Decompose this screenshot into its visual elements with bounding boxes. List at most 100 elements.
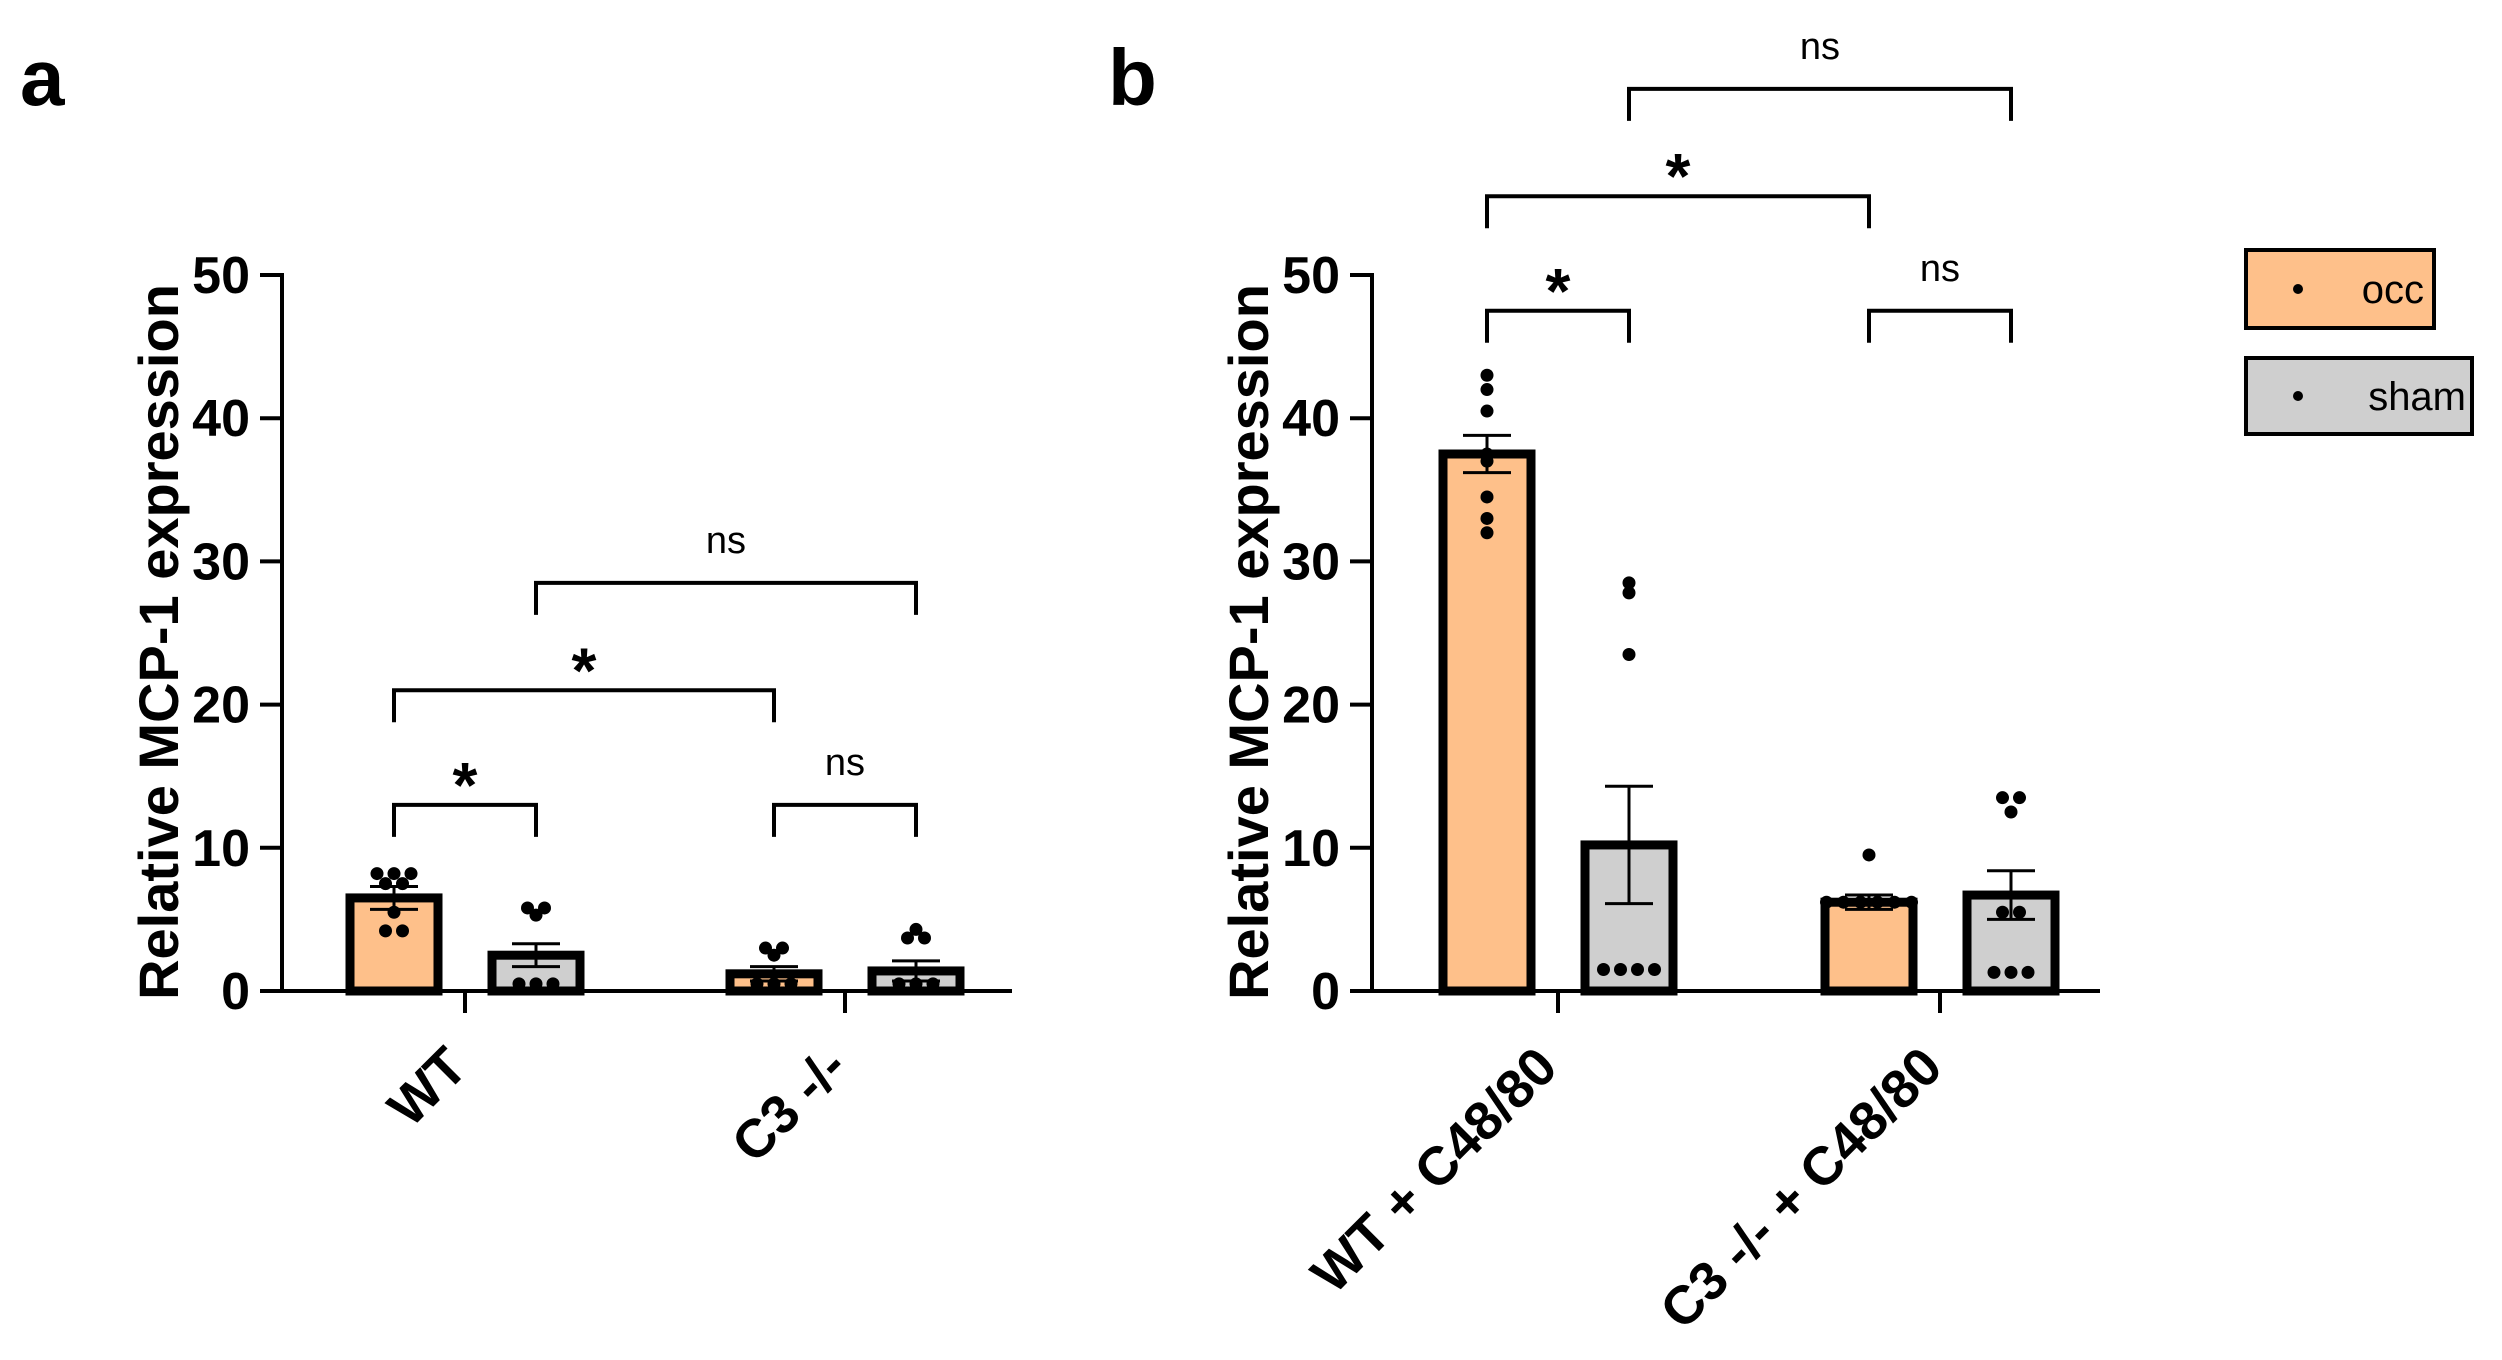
panel-b-point-occ-1-6 [1905, 895, 1918, 909]
panel-a-significance-label-2: ns [706, 520, 746, 562]
panel-b-bar-occ-0 [1438, 449, 1536, 996]
legend-swatch-sham [2244, 356, 2474, 436]
panel-a-y-tick-label-10: 10 [192, 820, 250, 878]
panel-a-point-sham-1-1 [901, 931, 914, 945]
panel-b-point-occ-1-5 [1888, 895, 1901, 909]
legend-item-occ: occ [2244, 248, 2436, 330]
panel-b-y-tick-label-30: 30 [1282, 533, 1340, 591]
panel-a-point-sham-1-3 [892, 977, 906, 991]
panel-b-point-occ-0-0 [1480, 368, 1494, 382]
panel-a-y-tick-label-40: 40 [192, 390, 250, 448]
panel-a-point-occ-0-3 [379, 877, 392, 891]
panel-b-point-occ-0-5 [1480, 490, 1494, 504]
legend-marker-sham [2293, 391, 2303, 401]
panel-a-significance-bracket-1 [392, 688, 776, 723]
panel-b-point-sham-1-3 [1996, 905, 2009, 919]
panel-b-significance-label-0: * [1546, 255, 1571, 327]
panel-b-point-sham-1-4 [2013, 905, 2026, 919]
panel-a-y-tick-label-30: 30 [192, 533, 250, 591]
panel-b-point-occ-1-3 [1854, 895, 1867, 909]
panel-b-point-sham-0-5 [1631, 963, 1644, 977]
panel-b-plot: 0 10 20 30 40 50 WT + C48/80 C3 -/- + C48/80 * * n… [1282, 26, 2100, 1341]
panel-a-significance-bracket-2 [534, 580, 918, 615]
panel-a-y-tick-label-50: 50 [192, 247, 250, 305]
panel-b-y-axis-title: Relative MCP-1 expression [1217, 284, 1280, 1000]
panel-b-point-occ-0-2 [1480, 404, 1494, 418]
legend-item-sham: sham [2244, 356, 2474, 436]
panel-a-significance-bracket-0 [392, 802, 538, 837]
panel-a-significance-bracket-3 [772, 802, 918, 837]
panel-b-point-sham-0-3 [1597, 963, 1610, 977]
panel-a-point-occ-0-0 [370, 867, 384, 881]
panel-a-y-tick-label-20: 20 [192, 677, 250, 735]
panel-b-significance-bracket-3 [1867, 308, 2013, 343]
panel-b-point-occ-1-2 [1837, 895, 1850, 909]
panel-a-point-occ-0-5 [387, 905, 401, 919]
panel-a-point-sham-1-0 [909, 922, 923, 936]
panel-b-point-sham-0-1 [1622, 586, 1636, 600]
panel-b-bar-occ-1 [1820, 897, 1918, 996]
panel-a-point-occ-1-2 [767, 948, 781, 962]
panel-b-point-occ-1-1 [1820, 895, 1833, 909]
panel-a-y-axis-title: Relative MCP-1 expression [127, 284, 190, 1000]
panel-a-significance-label-3: ns [825, 742, 865, 784]
panel-a-point-sham-0-0 [521, 901, 534, 915]
panel-b-y-tick-label-50: 50 [1282, 247, 1340, 305]
legend-swatch-occ [2244, 248, 2436, 330]
panel-a-plot: 0 10 20 30 40 50 WT C3 -/- * * ns ns [192, 247, 1012, 1174]
panel-b-y-tick-label-10: 10 [1282, 820, 1340, 878]
panel-b-significance-label-1: * [1666, 140, 1691, 212]
panel-b-point-sham-1-2 [2004, 805, 2018, 819]
panel-b-point-occ-1-4 [1871, 895, 1884, 909]
panel-a-point-occ-1-0 [759, 941, 772, 955]
panel-b-point-sham-0-4 [1614, 963, 1627, 977]
panel-b-significance-bracket-0 [1485, 308, 1631, 343]
legend-marker-occ [2293, 284, 2303, 294]
panel-a-point-occ-1-5 [784, 977, 798, 991]
panel-a-point-occ-0-2 [404, 867, 418, 881]
legend-label-occ: occ [2362, 268, 2424, 312]
panel-b-point-sham-0-0 [1622, 576, 1636, 590]
panel-b-point-occ-0-1 [1480, 383, 1494, 397]
panel-a-point-sham-1-2 [918, 931, 931, 945]
panel-b-y-tick-label-20: 20 [1282, 677, 1340, 735]
panel-a-point-occ-1-1 [776, 941, 789, 955]
panel-b-significance-label-2: ns [1800, 26, 1840, 68]
panel-b-y-tick-label-0: 0 [1311, 963, 1340, 1021]
panel-b-point-sham-1-5 [1987, 965, 2001, 979]
panel-b-category-label-0: WT + C48/80 [1300, 1036, 1568, 1304]
panel-b-point-occ-0-4 [1480, 454, 1494, 468]
panel-a-point-sham-0-5 [546, 977, 560, 991]
panel-a-point-occ-0-4 [396, 877, 409, 891]
panel-a-point-sham-0-3 [512, 977, 526, 991]
panel-b-significance-label-3: ns [1920, 248, 1960, 290]
panel-a-significance-label-0: * [453, 749, 478, 821]
panel-a-category-label-1: C3 -/- [721, 1036, 859, 1174]
panel-b-y-tick-label-40: 40 [1282, 390, 1340, 448]
legend: occ sham [2244, 248, 2474, 436]
panel-b-significance-bracket-2 [1627, 86, 2013, 121]
panel-b-point-sham-1-1 [2013, 791, 2026, 805]
panel-b-point-sham-1-6 [2004, 965, 2018, 979]
panel-a-point-occ-1-4 [767, 977, 781, 991]
panel-a-category-label-0: WT [377, 1036, 479, 1138]
panel-a-point-sham-0-4 [529, 977, 543, 991]
panel-b-point-occ-1-0 [1862, 848, 1876, 862]
panel-a-point-occ-0-6 [379, 924, 392, 938]
panel-b-point-sham-0-6 [1648, 963, 1661, 977]
panel-a-letter: a [20, 33, 65, 122]
panel-a-y-tick-label-0: 0 [221, 963, 250, 1021]
panel-a-point-sham-0-1 [538, 901, 551, 915]
panel-a-point-sham-1-4 [909, 977, 923, 991]
panel-a-point-occ-0-1 [387, 867, 401, 881]
panel-a-point-sham-0-2 [529, 908, 543, 922]
panel-b: b Relative MCP-1 expression 0 10 20 30 40 50 W… [1108, 26, 2100, 1341]
panel-a-significance-label-1: * [572, 634, 597, 706]
panel-b-letter: b [1108, 33, 1157, 122]
panel-b-point-occ-0-7 [1480, 526, 1494, 540]
panel-a: a Relative MCP-1 expression 0 10 20 30 40 50 W… [20, 33, 1012, 1174]
panel-b-point-sham-0-2 [1622, 647, 1636, 661]
panel-b-point-sham-1-0 [1996, 791, 2009, 805]
panel-b-significance-bracket-1 [1485, 194, 1871, 229]
